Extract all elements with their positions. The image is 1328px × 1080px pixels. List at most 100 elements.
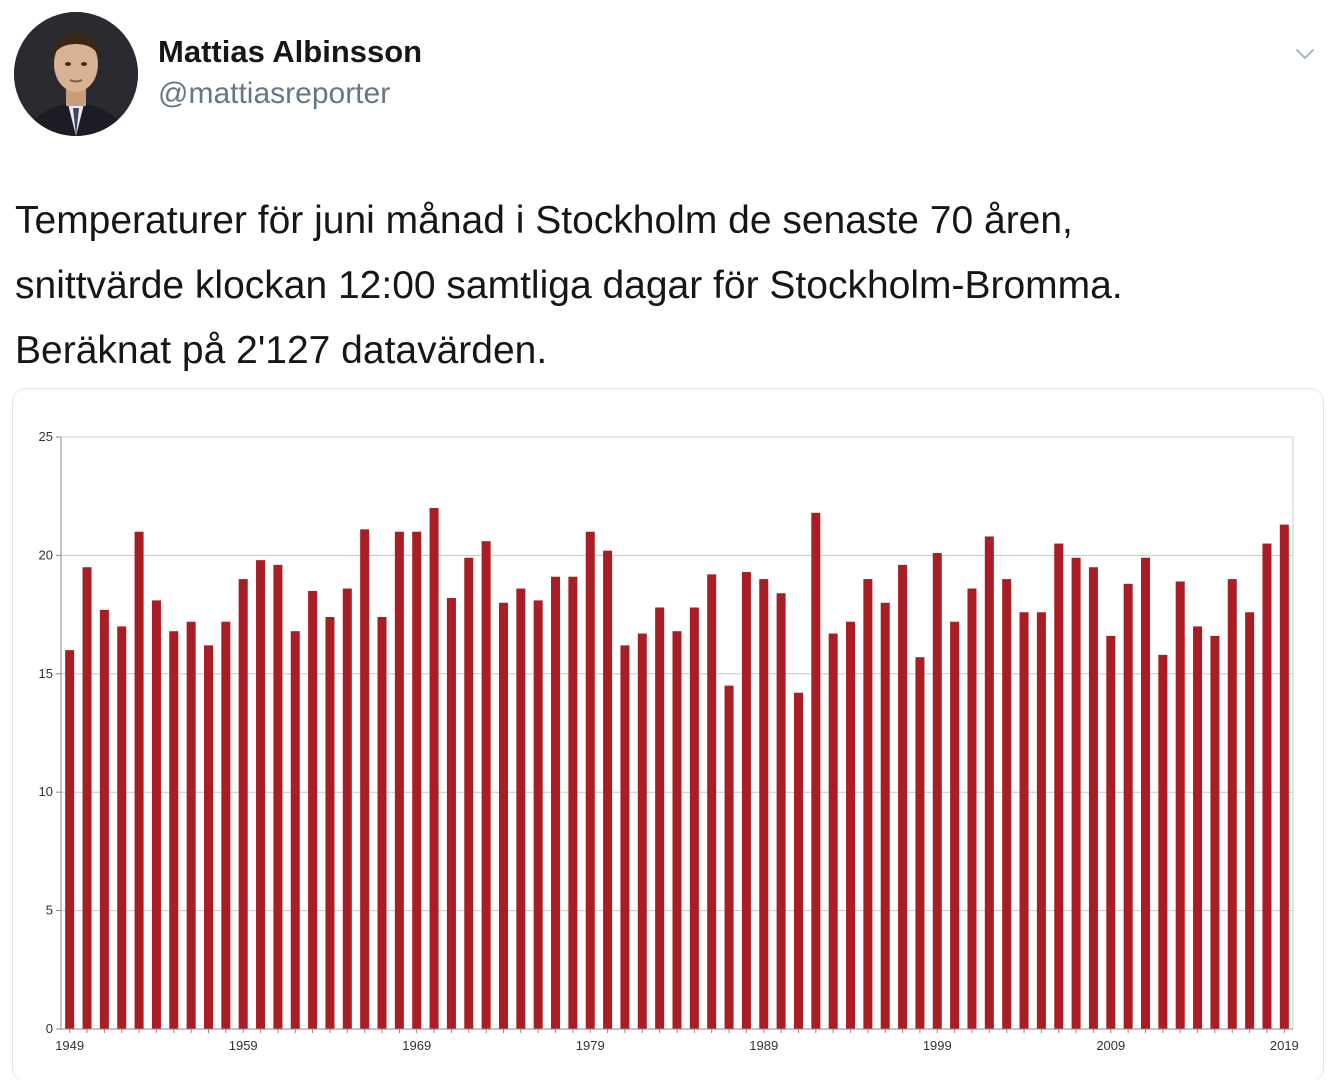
y-tick-label: 15: [39, 666, 53, 681]
bar-1961: [273, 564, 283, 1029]
tweet-text-line: Beräknat på 2'127 datavärden.: [15, 329, 548, 372]
y-tick-label: 5: [46, 903, 53, 918]
bar-2012: [1158, 654, 1168, 1029]
bar-2003: [1002, 579, 1012, 1029]
bar-1956: [186, 621, 196, 1029]
x-tick-label: 2009: [1096, 1038, 1125, 1053]
bar-1960: [256, 560, 266, 1029]
bar-1951: [99, 609, 109, 1029]
y-tick-label: 25: [39, 429, 53, 444]
bar-2017: [1245, 612, 1255, 1029]
bar-1959: [238, 579, 248, 1029]
x-tick-label: 1979: [576, 1038, 605, 1053]
chart-bars: [65, 508, 1289, 1029]
bar-2018: [1262, 543, 1272, 1029]
bar-2019: [1279, 524, 1289, 1029]
bar-1962: [290, 631, 300, 1029]
bar-1992: [811, 512, 821, 1029]
tweet-text-line: Temperaturer för juni månad i Stockholm …: [15, 199, 1073, 242]
bar-1985: [689, 607, 699, 1029]
x-tick-label: 1959: [229, 1038, 258, 1053]
bar-2004: [1019, 612, 1029, 1029]
bar-2010: [1123, 583, 1133, 1029]
tweet-menu-button[interactable]: [1294, 46, 1316, 62]
bar-1977: [551, 576, 561, 1029]
x-tick-label: 1989: [749, 1038, 778, 1053]
bar-2005: [1036, 612, 1046, 1029]
x-tick-label: 1999: [923, 1038, 952, 1053]
y-tick-label: 20: [39, 547, 53, 562]
bar-1994: [846, 621, 856, 1029]
bar-1981: [620, 645, 630, 1029]
bar-1998: [915, 657, 925, 1029]
bar-1991: [793, 692, 803, 1029]
bar-1975: [516, 588, 526, 1029]
bar-1954: [151, 600, 161, 1029]
bar-2008: [1088, 567, 1098, 1029]
bar-1952: [117, 626, 127, 1029]
bar-2013: [1175, 581, 1185, 1029]
bar-1968: [394, 531, 404, 1029]
profile-photo-icon: [14, 12, 138, 136]
bar-1970: [429, 508, 439, 1029]
bar-2015: [1210, 635, 1220, 1029]
author-display-name[interactable]: Mattias Albinsson: [158, 34, 423, 69]
bar-1965: [342, 588, 352, 1029]
bar-1949: [65, 650, 75, 1029]
bar-1993: [828, 633, 838, 1029]
bar-1999: [932, 553, 942, 1029]
bar-1967: [377, 616, 387, 1029]
bar-1978: [568, 576, 578, 1029]
tweet-text-line: snittvärde klockan 12:00 samtliga dagar …: [15, 264, 1123, 307]
bar-2014: [1193, 626, 1203, 1029]
y-tick-label: 0: [46, 1021, 53, 1036]
chart-image[interactable]: 0 5 10 15 20 25 1949 1959 1969 1979 1989 1999 2009 20…: [12, 388, 1324, 1080]
avatar[interactable]: [14, 12, 138, 136]
bar-1971: [446, 598, 456, 1029]
bar-1990: [776, 593, 786, 1029]
author-info: Mattias Albinsson @mattiasreporter: [158, 34, 422, 112]
bar-2006: [1054, 543, 1064, 1029]
bar-1984: [672, 631, 682, 1029]
bar-1997: [898, 564, 908, 1029]
bar-1989: [759, 579, 769, 1029]
bar-1974: [498, 602, 508, 1029]
bar-2009: [1106, 635, 1116, 1029]
bar-1995: [863, 579, 873, 1029]
bar-1958: [221, 621, 231, 1029]
bar-2001: [967, 588, 977, 1029]
bar-1973: [481, 541, 491, 1029]
chart-axes: 0 5 10 15 20 25 1949 1959 1969 1979 1989 1999 2009 20…: [39, 429, 1299, 1053]
bar-2002: [984, 536, 994, 1029]
temperature-bar-chart: 0 5 10 15 20 25 1949 1959 1969 1979 1989 1999 2009 20…: [39, 429, 1299, 1053]
bar-2016: [1227, 579, 1237, 1029]
tweet-text: Temperaturer för juni månad i Stockholm …: [15, 188, 1315, 383]
bar-1969: [412, 531, 422, 1029]
bar-2011: [1141, 557, 1151, 1029]
chevron-down-icon: [1296, 49, 1314, 59]
bar-1983: [655, 607, 665, 1029]
bar-2000: [950, 621, 960, 1029]
bar-1953: [134, 531, 144, 1029]
bar-1972: [464, 557, 474, 1029]
bar-1963: [308, 590, 318, 1029]
bar-1996: [880, 602, 890, 1029]
bar-1957: [203, 645, 213, 1029]
bar-1988: [741, 571, 751, 1029]
bar-1986: [707, 574, 717, 1029]
x-tick-label: 1969: [402, 1038, 431, 1053]
bar-1987: [724, 685, 734, 1029]
bar-1955: [169, 631, 179, 1029]
bar-1979: [585, 531, 595, 1029]
x-tick-label: 2019: [1270, 1038, 1299, 1053]
y-tick-label: 10: [39, 784, 53, 799]
bar-1950: [82, 567, 92, 1029]
bar-1982: [637, 633, 647, 1029]
bar-1964: [325, 616, 335, 1029]
x-tick-label: 1949: [55, 1038, 84, 1053]
bar-2007: [1071, 557, 1081, 1029]
author-handle[interactable]: @mattiasreporter: [158, 77, 391, 110]
bar-1966: [360, 529, 370, 1029]
bar-1976: [533, 600, 543, 1029]
